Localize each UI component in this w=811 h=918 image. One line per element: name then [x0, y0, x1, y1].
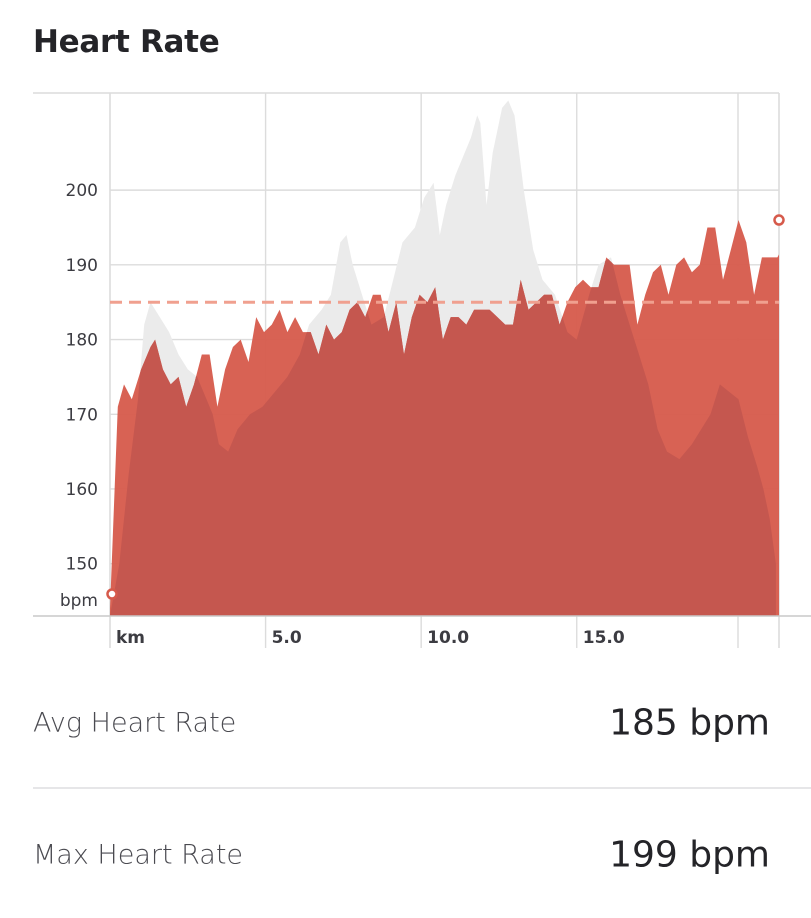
stats-divider	[33, 787, 811, 789]
series-end-marker	[773, 214, 785, 226]
y-tick-label: 180	[66, 331, 98, 351]
x-tick-label: 15.0	[583, 628, 625, 648]
y-tick-label: 190	[66, 256, 98, 276]
y-tick-label: 150	[66, 555, 98, 575]
series-start-marker	[106, 588, 118, 600]
y-unit-label: bpm	[60, 591, 98, 611]
avg-heart-rate-value: 185 bpm	[609, 702, 770, 744]
max-heart-rate-row: Max Heart Rate 199 bpm	[33, 825, 770, 885]
x-unit-label: km	[116, 628, 145, 648]
max-heart-rate-value: 199 bpm	[609, 834, 770, 876]
x-tick-label: 5.0	[272, 628, 302, 648]
section-title: Heart Rate	[33, 24, 220, 60]
y-tick-label: 170	[66, 405, 98, 425]
y-tick-label: 200	[66, 181, 98, 201]
chart-series	[110, 100, 779, 616]
avg-heart-rate-label: Avg Heart Rate	[33, 707, 237, 739]
max-heart-rate-label: Max Heart Rate	[33, 839, 244, 871]
y-tick-label: 160	[66, 480, 98, 500]
x-tick-label: 10.0	[427, 628, 469, 648]
avg-heart-rate-row: Avg Heart Rate 185 bpm	[33, 693, 770, 753]
series-areas	[110, 100, 779, 616]
